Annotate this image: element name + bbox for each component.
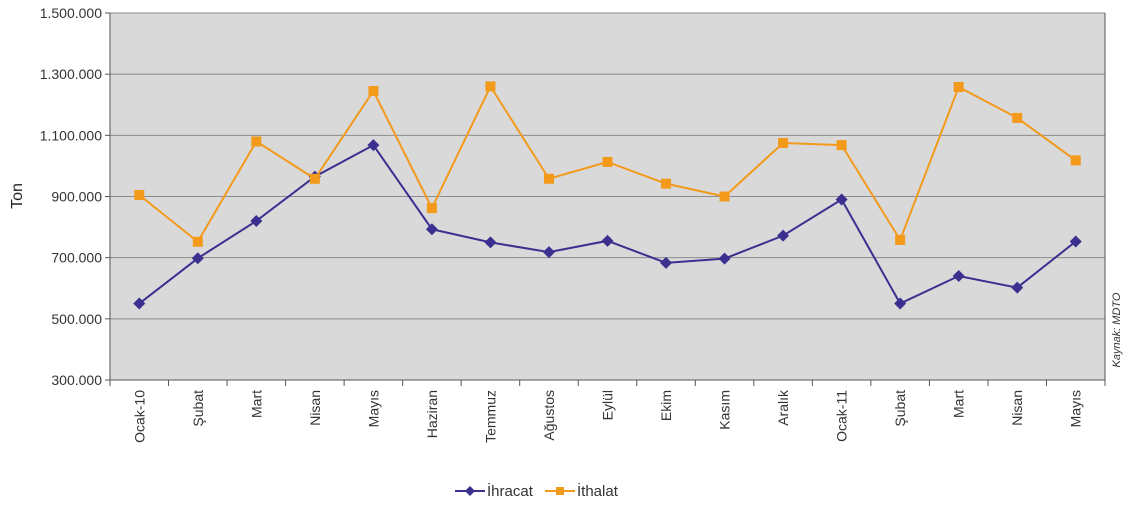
data-point-ithalat xyxy=(1012,112,1023,123)
data-point-ithalat xyxy=(836,140,847,151)
data-point-ithalat xyxy=(778,137,789,148)
x-tick-label: Mart xyxy=(248,390,264,418)
legend-marker xyxy=(465,486,475,496)
x-tick-label: Ekim xyxy=(658,390,674,421)
data-point-ithalat xyxy=(602,156,613,167)
legend-marker xyxy=(556,487,564,495)
y-axis-label: Ton xyxy=(9,183,26,209)
data-point-ihracat xyxy=(367,139,380,152)
x-tick-label: Nisan xyxy=(307,390,323,426)
x-tick-label: Şubat xyxy=(190,390,206,427)
data-point-ihracat xyxy=(777,229,790,242)
legend-label: İthalat xyxy=(577,482,619,500)
data-point-ithalat xyxy=(1070,155,1081,166)
data-point-ihracat xyxy=(191,252,204,265)
x-tick-label: Ağustos xyxy=(541,390,557,441)
y-tick-labels: 300.000 500.000 700.000 900.000 1.100.000 1.3… xyxy=(40,5,103,388)
data-point-ithalat xyxy=(485,81,496,92)
y-tick-label: 300.000 xyxy=(51,372,102,388)
x-tick-label: Haziran xyxy=(424,390,440,438)
data-point-ihracat xyxy=(1069,235,1082,248)
data-point-ihracat xyxy=(894,297,907,310)
x-tick-label: Mayıs xyxy=(365,390,381,427)
x-tick-label: Ocak-11 xyxy=(834,390,850,442)
data-point-ihracat xyxy=(542,246,555,259)
data-point-ithalat xyxy=(309,173,320,184)
data-point-ithalat xyxy=(134,189,145,200)
data-point-ihracat xyxy=(1011,281,1024,294)
y-tick-label: 900.000 xyxy=(51,189,102,205)
data-point-ihracat xyxy=(601,234,614,247)
axes xyxy=(105,12,1106,386)
series-markers xyxy=(133,81,1082,310)
x-tick-label: Şubat xyxy=(892,390,908,427)
data-point-ithalat xyxy=(426,203,437,214)
y-tick-label: 1.500.000 xyxy=(40,5,102,21)
data-point-ithalat xyxy=(543,173,554,184)
data-point-ithalat xyxy=(368,85,379,96)
legend-label: İhracat xyxy=(487,482,534,500)
data-point-ihracat xyxy=(718,252,731,265)
data-point-ithalat xyxy=(953,82,964,93)
data-point-ihracat xyxy=(952,270,965,283)
x-tick-label: Mayıs xyxy=(1068,390,1084,427)
gridlines xyxy=(110,12,1105,320)
data-point-ihracat xyxy=(484,236,497,249)
data-point-ihracat xyxy=(425,223,438,236)
data-point-ithalat xyxy=(192,236,203,247)
source-note: Kaynak: MDTO xyxy=(1111,292,1123,367)
x-tick-label: Nisan xyxy=(1009,390,1025,426)
x-tick-label: Kasım xyxy=(717,390,733,430)
data-point-ihracat xyxy=(133,297,146,310)
y-tick-label: 1.100.000 xyxy=(40,127,102,143)
x-tick-label: Aralık xyxy=(775,389,791,426)
data-point-ithalat xyxy=(251,136,262,147)
data-point-ithalat xyxy=(895,234,906,245)
x-tick-label: Eylül xyxy=(600,390,616,420)
data-point-ihracat xyxy=(660,256,673,269)
data-point-ihracat xyxy=(835,193,848,206)
y-tick-label: 500.000 xyxy=(51,311,102,327)
y-tick-label: 700.000 xyxy=(51,250,102,266)
legend: İhracat İthalat xyxy=(455,482,619,500)
data-point-ithalat xyxy=(661,178,672,189)
y-tick-label: 1.300.000 xyxy=(40,66,102,82)
data-point-ithalat xyxy=(719,191,730,202)
x-tick-labels: Ocak-10 Şubat Mart Nisan Mayıs Haziran Temmuz A… xyxy=(131,389,1083,443)
x-tick-label: Mart xyxy=(951,390,967,418)
x-tick-label: Temmuz xyxy=(482,390,498,443)
x-tick-label: Ocak-10 xyxy=(131,390,147,443)
data-point-ihracat xyxy=(250,214,263,227)
